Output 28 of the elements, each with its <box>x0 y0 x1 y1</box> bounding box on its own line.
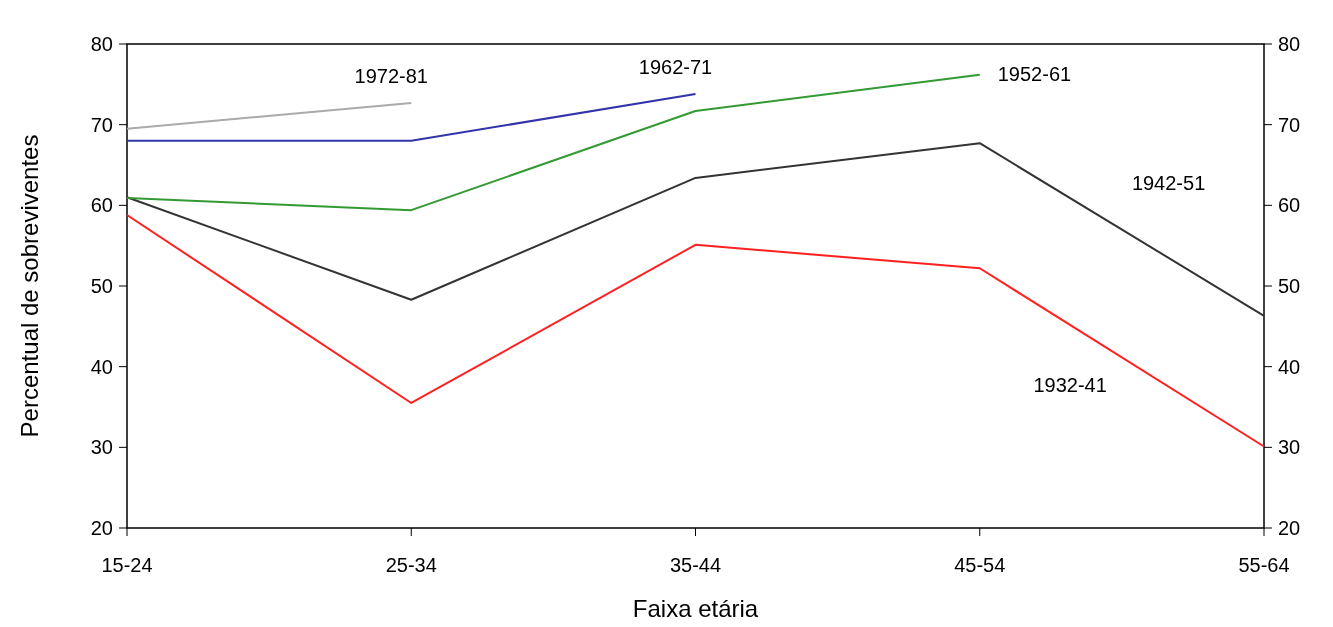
x-tick-label: 55-64 <box>1238 554 1290 576</box>
y-tick-label: 70 <box>90 113 113 136</box>
y2-tick-label: 20 <box>1278 517 1301 539</box>
y2-tick-label: 70 <box>1278 113 1301 136</box>
x-axis-title: Faixa etária <box>632 595 759 622</box>
y-tick-label: 20 <box>90 517 113 539</box>
series-label: 1932-41 <box>1033 374 1107 397</box>
y-tick-label: 30 <box>90 436 113 459</box>
y2-tick-label: 60 <box>1278 194 1301 217</box>
x-tick-label: 35-44 <box>669 554 722 576</box>
y2-tick-label: 50 <box>1278 275 1301 297</box>
y-axis-title: Percentual de sobreviventes <box>16 134 43 438</box>
y-tick-label: 60 <box>90 194 113 217</box>
y2-tick-label: 30 <box>1278 436 1301 459</box>
line-series <box>126 142 1265 317</box>
series-label: 1952-61 <box>997 62 1072 85</box>
y2-tick-label: 80 <box>1278 33 1301 55</box>
series-label: 1942-51 <box>1131 171 1206 194</box>
y-tick-label: 80 <box>90 33 113 55</box>
line-series <box>126 214 1265 448</box>
y2-tick-label: 40 <box>1278 355 1301 378</box>
series-label: 1972-81 <box>354 64 428 87</box>
series-label: 1962-71 <box>638 56 713 79</box>
y-tick-label: 40 <box>90 355 113 378</box>
y-tick-label: 50 <box>90 275 113 297</box>
x-tick-label: 15-24 <box>101 554 153 576</box>
x-tick-label: 45-54 <box>954 554 1006 576</box>
x-tick-label: 25-34 <box>385 554 437 576</box>
